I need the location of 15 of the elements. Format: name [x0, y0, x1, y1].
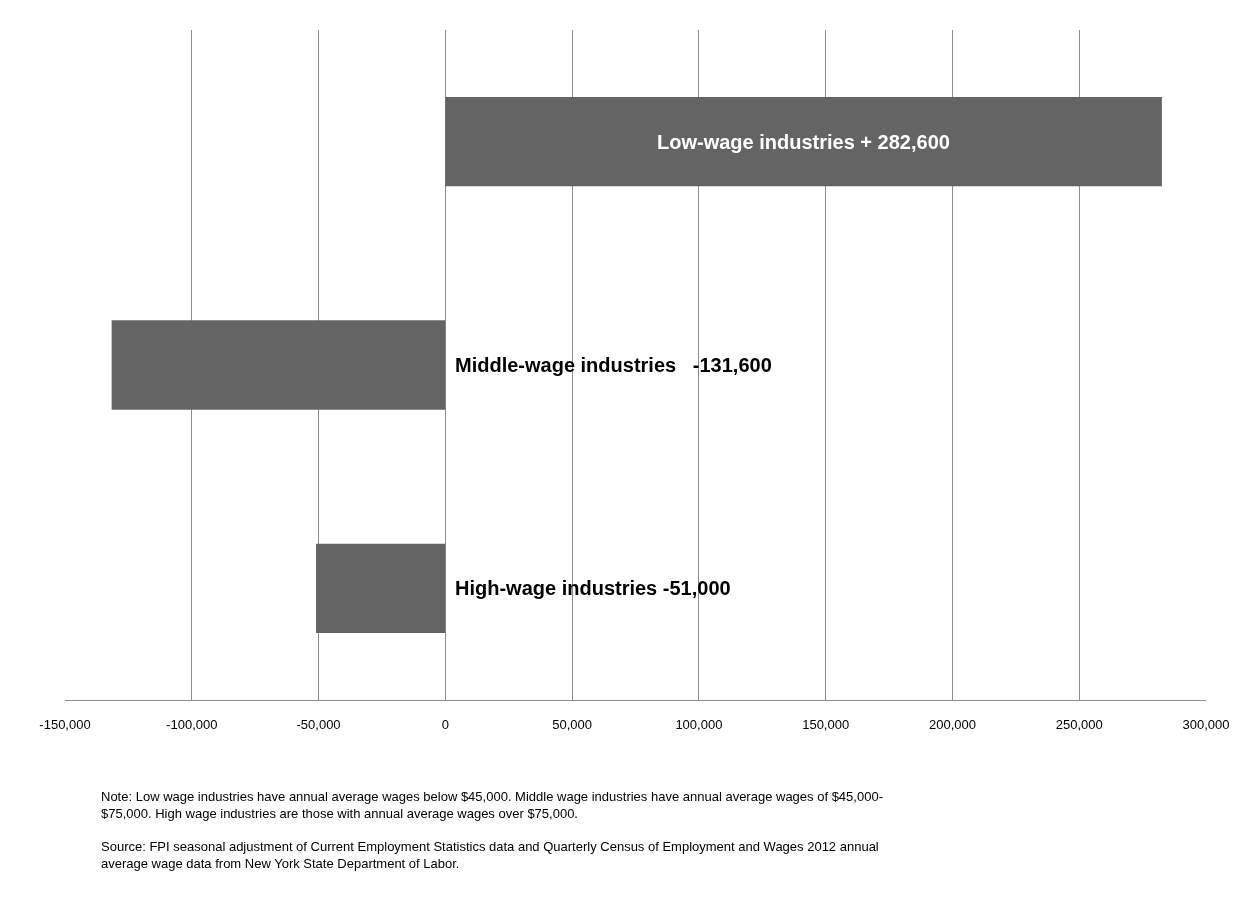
x-tick-label: 50,000: [552, 716, 592, 732]
data-label: Middle-wage industries -131,600: [455, 354, 772, 376]
data-label: Low-wage industries + 282,600: [657, 131, 950, 153]
source-note: Source: FPI seasonal adjustment of Current Employment Statistics data and Quarterly Census of Employment and Wages 2012 annual average wage data from New York State Department of Labor.: [101, 839, 879, 871]
x-tick-label: -50,000: [296, 716, 341, 732]
x-tick-label: 0: [441, 716, 449, 732]
data-label: High-wage industries -51,000: [455, 577, 731, 599]
x-tick-label: 100,000: [675, 716, 723, 732]
x-tick-label: -100,000: [166, 716, 218, 732]
x-tick-label: 300,000: [1182, 716, 1230, 732]
x-tick-label: 150,000: [802, 716, 850, 732]
x-tick-label: 200,000: [928, 716, 976, 732]
x-tick-label: -150,000: [39, 716, 91, 732]
text: Note: Low wage industries have annual average wages below $45,000. Middle wage industries have annual average wages of $45,000- $75,000. High wage industries are those with annual average wages over $75,000.: [101, 789, 883, 821]
x-tick-label: 250,000: [1055, 716, 1103, 732]
